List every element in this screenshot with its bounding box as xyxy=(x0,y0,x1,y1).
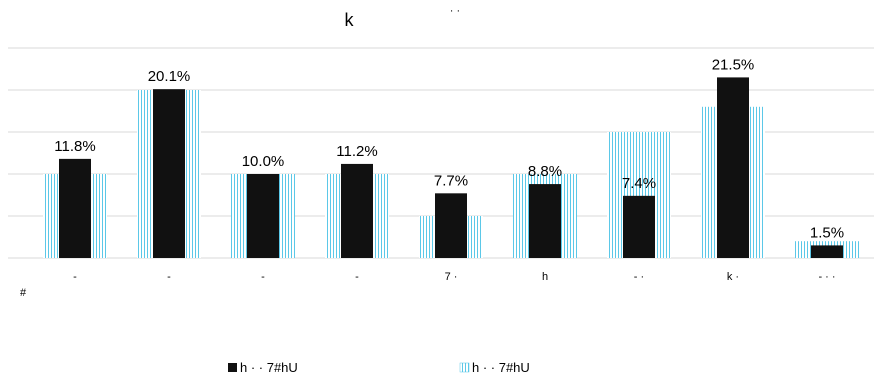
data-label: 7.4% xyxy=(622,175,656,192)
legend: h · · 7#hU h · · 7#hU xyxy=(228,360,530,375)
data-label: 20.1% xyxy=(148,68,191,85)
bar-series-1 xyxy=(811,245,843,258)
x-tick-labels: - - - - 7 · h - · k · - · · xyxy=(73,271,835,283)
bar-series-1 xyxy=(341,164,373,258)
x-tick-label: h xyxy=(542,271,548,283)
chart-title: k xyxy=(345,10,355,30)
data-label: 11.2% xyxy=(336,143,377,160)
bar-series-1 xyxy=(247,174,279,258)
data-label: 7.7% xyxy=(434,172,468,189)
legend-swatch xyxy=(228,363,237,372)
data-label: 21.5% xyxy=(712,56,755,73)
x-tick-label: - xyxy=(261,271,265,283)
bars xyxy=(43,77,859,258)
bar-series-1 xyxy=(435,193,467,258)
x-tick-label: k · xyxy=(727,271,739,283)
x-tick-label: - · · xyxy=(818,271,835,283)
bar-series-1 xyxy=(717,77,749,258)
x-tick-label: 7 · xyxy=(445,271,458,283)
data-label: 1.5% xyxy=(810,224,844,241)
data-label: 8.8% xyxy=(528,163,562,180)
bar-series-1 xyxy=(623,196,655,258)
chart-title-fragment: · · xyxy=(450,5,460,17)
bar-series-1 xyxy=(529,184,561,258)
legend-swatch xyxy=(460,363,469,372)
x-tick-label: - xyxy=(167,271,171,283)
x-tick-label: - xyxy=(73,271,77,283)
x-footnote: # xyxy=(20,287,27,299)
x-tick-label: - xyxy=(355,271,359,283)
bar-series-1 xyxy=(59,159,91,258)
data-label: 10.0% xyxy=(242,153,285,170)
data-label: 11.8% xyxy=(54,138,95,155)
legend-label: h · · 7#hU xyxy=(240,360,298,375)
x-tick-label: - · xyxy=(634,271,644,283)
legend-label: h · · 7#hU xyxy=(472,360,530,375)
bar-series-1 xyxy=(153,89,185,258)
